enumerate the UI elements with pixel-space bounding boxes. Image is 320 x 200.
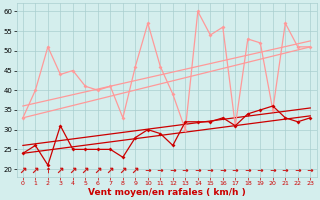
Point <box>220 168 225 171</box>
Point <box>120 168 125 171</box>
Point <box>233 168 238 171</box>
Point <box>208 168 213 171</box>
Point <box>170 168 175 171</box>
Point <box>258 168 263 171</box>
Point <box>33 168 38 171</box>
Point <box>145 168 150 171</box>
Point <box>95 168 100 171</box>
Point <box>195 168 200 171</box>
Point <box>308 168 313 171</box>
Point <box>283 168 288 171</box>
Point <box>58 168 63 171</box>
Point <box>183 168 188 171</box>
Point <box>70 168 76 171</box>
Point <box>158 168 163 171</box>
Point <box>245 168 250 171</box>
Point <box>295 168 300 171</box>
Point <box>20 168 26 171</box>
Point <box>270 168 275 171</box>
Point <box>133 168 138 171</box>
Point <box>83 168 88 171</box>
X-axis label: Vent moyen/en rafales ( km/h ): Vent moyen/en rafales ( km/h ) <box>88 188 245 197</box>
Point <box>108 168 113 171</box>
Point <box>45 168 51 171</box>
